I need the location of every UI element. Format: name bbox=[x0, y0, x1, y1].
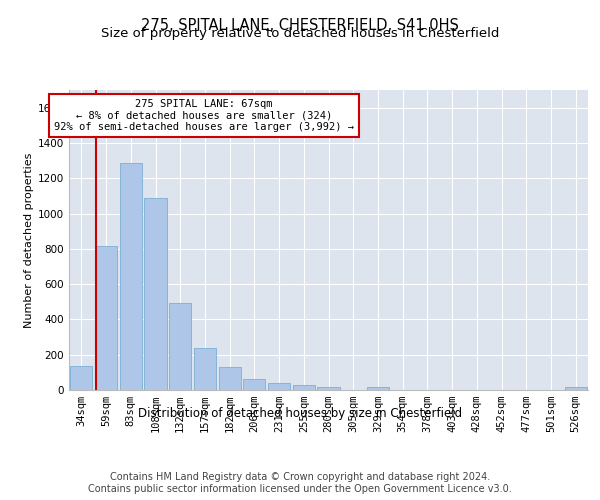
Text: 275 SPITAL LANE: 67sqm
← 8% of detached houses are smaller (324)
92% of semi-det: 275 SPITAL LANE: 67sqm ← 8% of detached … bbox=[54, 99, 354, 132]
Bar bbox=[317, 387, 340, 390]
Bar bbox=[268, 383, 290, 390]
Bar bbox=[367, 387, 389, 390]
Bar bbox=[70, 366, 92, 390]
Text: 275, SPITAL LANE, CHESTERFIELD, S41 0HS: 275, SPITAL LANE, CHESTERFIELD, S41 0HS bbox=[141, 18, 459, 32]
Bar bbox=[243, 378, 265, 390]
Y-axis label: Number of detached properties: Number of detached properties bbox=[24, 152, 34, 328]
Text: Contains public sector information licensed under the Open Government Licence v3: Contains public sector information licen… bbox=[88, 484, 512, 494]
Bar bbox=[169, 302, 191, 390]
Bar bbox=[293, 385, 315, 390]
Bar bbox=[145, 198, 167, 390]
Text: Contains HM Land Registry data © Crown copyright and database right 2024.: Contains HM Land Registry data © Crown c… bbox=[110, 472, 490, 482]
Bar bbox=[119, 163, 142, 390]
Text: Size of property relative to detached houses in Chesterfield: Size of property relative to detached ho… bbox=[101, 28, 499, 40]
Bar bbox=[565, 387, 587, 390]
Bar bbox=[194, 348, 216, 390]
Bar bbox=[95, 246, 117, 390]
Text: Distribution of detached houses by size in Chesterfield: Distribution of detached houses by size … bbox=[138, 408, 462, 420]
Bar bbox=[218, 368, 241, 390]
